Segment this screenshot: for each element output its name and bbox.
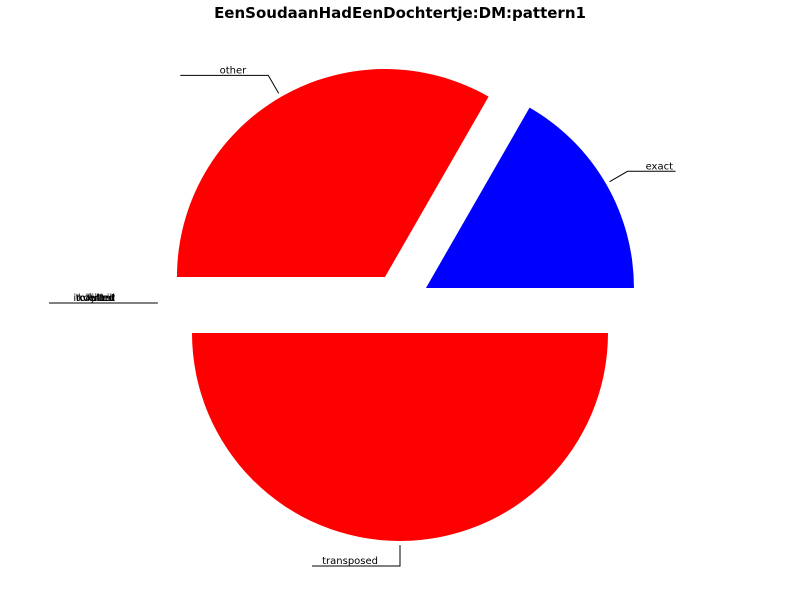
slice-label-fulled: fulled <box>87 293 115 304</box>
pie-labels: exact other toleranttrillkohlerdfulledinve… <box>49 65 676 567</box>
pie-slices <box>176 69 634 541</box>
leader-line-transposed <box>312 545 401 567</box>
slice-label-inverted: inverted <box>73 293 115 304</box>
slice-label-transposed: transposed <box>322 556 378 567</box>
slice-label-other: other <box>220 65 248 76</box>
pie-slice-transposed <box>192 333 608 541</box>
pie-slice-other <box>176 69 489 278</box>
slice-label-kohlerd: kohlerd <box>78 293 115 304</box>
leader-line-exact <box>609 170 676 183</box>
slice-label-tolerant: tolerant <box>76 293 116 304</box>
leader-line-other <box>180 74 280 94</box>
slice-label-jitter: jitter <box>90 293 116 304</box>
chart-title: EenSoudaanHadEenDochtertje:DM:pattern1 <box>214 4 586 22</box>
pie-slice-exact <box>425 107 634 288</box>
slice-label-trill: trill <box>99 293 115 304</box>
slice-label-exact: exact <box>646 161 674 172</box>
